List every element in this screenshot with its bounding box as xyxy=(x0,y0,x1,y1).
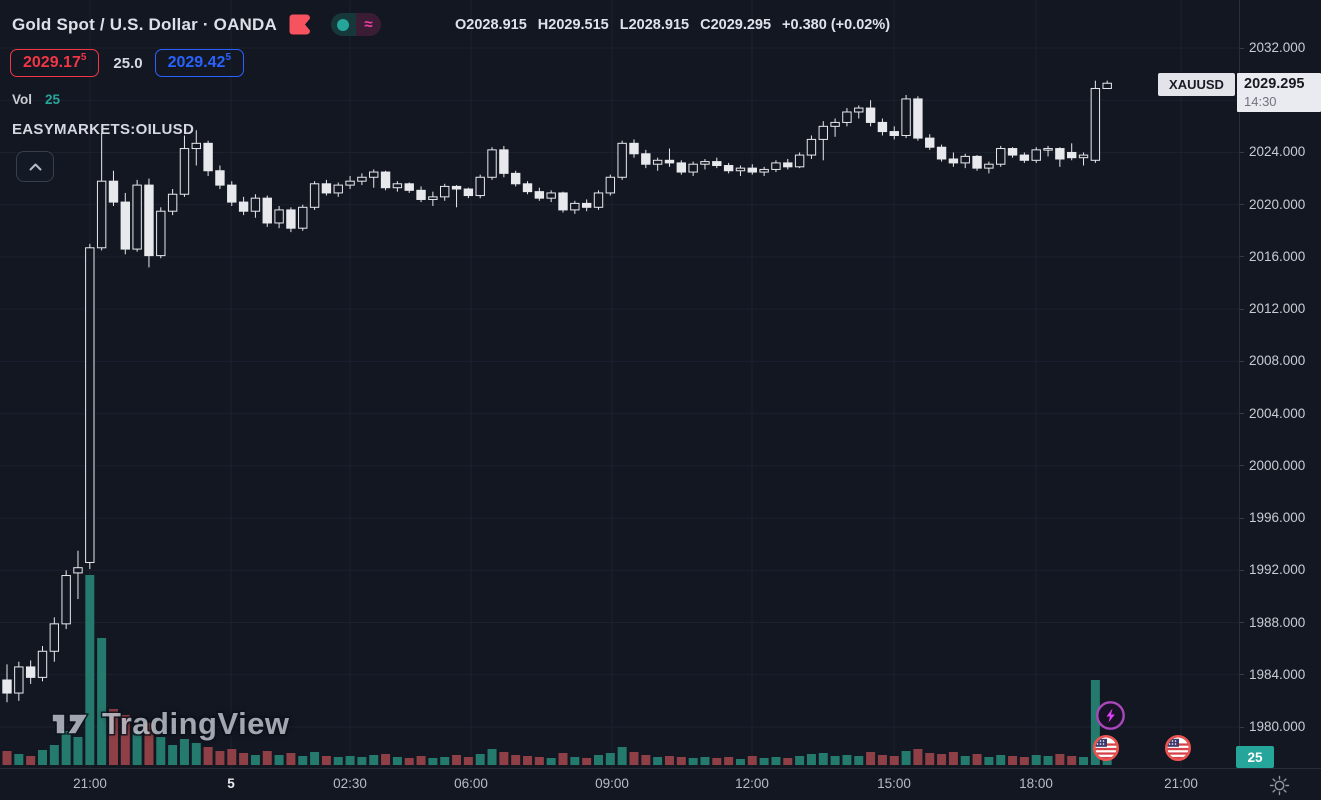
time-axis-label: 5 xyxy=(227,776,235,791)
price-axis-label: 2024.000 xyxy=(1249,144,1306,160)
bar-countdown: 14:30 xyxy=(1244,94,1277,109)
volume-value: 25 xyxy=(45,92,61,107)
overlay-symbol-label[interactable]: EASYMARKETS:OILUSD xyxy=(12,121,195,138)
price-axis-label: 1988.000 xyxy=(1249,614,1306,630)
price-axis-label: 2020.000 xyxy=(1249,196,1306,212)
price-axis-label: 2004.000 xyxy=(1249,405,1306,421)
time-axis-label: 09:00 xyxy=(595,776,629,791)
ohlc-readout: O2028.915 H2029.515 L2028.915 C2029.295 … xyxy=(455,17,890,33)
tradingview-watermark: TradingView xyxy=(50,706,290,742)
tradingview-logo-icon xyxy=(51,713,89,735)
price-axis-tick xyxy=(1240,517,1244,519)
volume-label: Vol xyxy=(12,92,32,107)
chevron-up-icon xyxy=(29,163,41,170)
price-axis-label: 2016.000 xyxy=(1249,248,1306,264)
time-axis-label: 21:00 xyxy=(73,776,107,791)
price-axis-label: 1980.000 xyxy=(1249,719,1306,734)
symbol-price-label-badge: XAUUSD xyxy=(1158,73,1235,96)
price-axis-label: 2032.000 xyxy=(1249,40,1306,55)
timezone-settings-icon[interactable] xyxy=(1268,774,1291,797)
lightning-bolt-icon xyxy=(1096,701,1125,730)
time-axis-label: 02:30 xyxy=(333,776,367,791)
time-axis[interactable]: 21:00 5 02:30 06:00 09:00 12:00 15:00 18:00 21:0… xyxy=(0,768,1321,800)
toggle-realtime-segment[interactable] xyxy=(330,13,356,36)
us-flag-icon xyxy=(1164,734,1192,762)
sell-bid-button[interactable]: 2029.17 5 xyxy=(10,49,100,77)
price-axis-label: 1996.000 xyxy=(1249,510,1306,526)
price-axis-label: 1984.000 xyxy=(1249,666,1306,682)
lightning-event-marker[interactable] xyxy=(1095,700,1126,731)
symbol-legend[interactable]: Gold Spot / U.S. Dollar · OANDA ≈ xyxy=(12,13,381,36)
price-axis-label: 2012.000 xyxy=(1249,301,1306,317)
price-axis-tick xyxy=(1240,622,1244,624)
us-flag-icon xyxy=(1092,734,1120,762)
volume-indicator-legend[interactable]: Vol 25 xyxy=(12,92,60,107)
time-axis-label: 12:00 xyxy=(735,776,769,791)
price-axis-label: 2000.000 xyxy=(1249,457,1306,473)
price-axis-tick xyxy=(1240,256,1244,258)
price-axis-tick xyxy=(1240,204,1244,206)
ohlc-high: H2029.515 xyxy=(537,17,609,33)
toggle-approx-segment[interactable]: ≈ xyxy=(355,13,381,36)
ohlc-open: O2028.915 xyxy=(455,17,527,33)
bid-ask-row: 2029.17 5 25.0 2029.42 5 xyxy=(10,49,245,77)
time-axis-label: 21:00 xyxy=(1164,776,1198,791)
spread-value: 25.0 xyxy=(113,54,143,72)
ohlc-change: +0.380 (+0.02%) xyxy=(782,17,891,33)
price-axis-label: 2008.000 xyxy=(1249,353,1306,369)
symbol-title[interactable]: Gold Spot / U.S. Dollar · OANDA xyxy=(12,14,277,34)
us-economic-event-marker[interactable] xyxy=(1092,734,1120,762)
last-price-value: 2029.295 xyxy=(1244,76,1305,92)
price-axis-tick xyxy=(1240,47,1244,49)
price-axis-tick xyxy=(1240,151,1244,153)
candlestick-chart[interactable] xyxy=(0,0,1321,768)
time-axis-label: 06:00 xyxy=(454,776,488,791)
price-axis-tick xyxy=(1240,360,1244,362)
price-axis-label: 1992.000 xyxy=(1249,562,1306,578)
time-axis-label: 18:00 xyxy=(1019,776,1053,791)
price-axis-tick xyxy=(1240,569,1244,571)
price-axis[interactable]: 2032.000 2024.000 2020.000 2016.000 2012.000… xyxy=(1239,0,1321,768)
ohlc-low: L2028.915 xyxy=(619,17,690,33)
data-source-toggle[interactable]: ≈ xyxy=(330,13,381,36)
price-axis-tick xyxy=(1240,674,1244,676)
price-axis-tick xyxy=(1240,465,1244,467)
ohlc-close: C2029.295 xyxy=(700,17,772,33)
broker-flag-icon[interactable] xyxy=(289,14,311,35)
price-axis-tick xyxy=(1240,413,1244,415)
watermark-label: TradingView xyxy=(102,706,290,741)
collapse-legend-button[interactable] xyxy=(16,151,54,182)
price-axis-tick xyxy=(1240,726,1244,728)
teal-dot-icon xyxy=(337,18,350,31)
us-economic-event-marker[interactable] xyxy=(1164,734,1192,762)
volume-axis-label: 25 xyxy=(1236,746,1274,768)
last-price-axis-label: 2029.295 14:30 xyxy=(1237,73,1321,112)
time-axis-label: 15:00 xyxy=(877,776,911,791)
buy-ask-button[interactable]: 2029.42 5 xyxy=(154,49,245,77)
price-axis-tick xyxy=(1240,308,1244,310)
